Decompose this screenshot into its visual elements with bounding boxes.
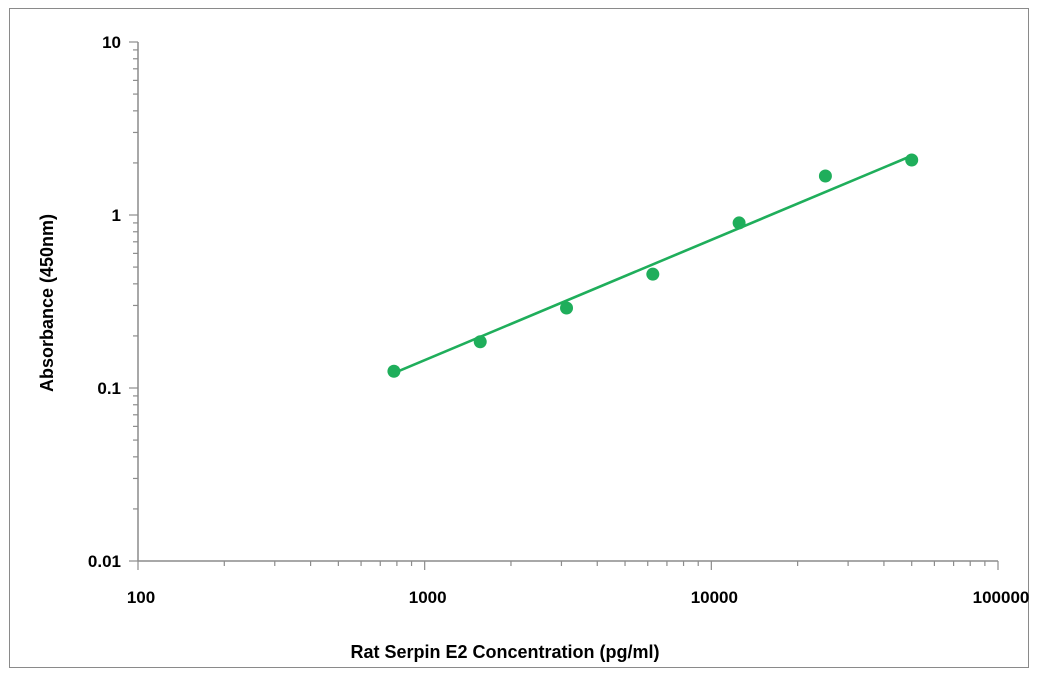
data-point — [646, 267, 660, 281]
trendline — [393, 154, 913, 375]
data-point — [818, 169, 832, 183]
y-tick-label: 0.01 — [88, 552, 121, 571]
axes — [137, 42, 998, 562]
y-tick-label: 1 — [112, 206, 121, 225]
data-point — [905, 153, 919, 167]
chart-svg: 0.01 0.1 1 10 100 1000 10000 100000 Rat Serpin … — [37, 33, 1029, 662]
x-tick-label: 100 — [127, 588, 155, 607]
ticks: 0.01 0.1 1 10 100 1000 10000 100000 — [88, 33, 1029, 607]
x-tick-label: 10000 — [691, 588, 738, 607]
data-point — [560, 301, 574, 315]
data-point — [387, 364, 401, 378]
data-point — [732, 216, 746, 230]
y-axis-title: Absorbance (450nm) — [37, 214, 57, 392]
x-tick-label: 1000 — [409, 588, 447, 607]
trendline-group — [393, 154, 913, 375]
y-tick-label: 0.1 — [97, 379, 121, 398]
x-tick-label: 100000 — [973, 588, 1030, 607]
chart-frame: 0.01 0.1 1 10 100 1000 10000 100000 Rat Serpin … — [9, 8, 1029, 668]
data-points — [387, 153, 919, 378]
data-point — [473, 335, 487, 349]
x-axis-title: Rat Serpin E2 Concentration (pg/ml) — [350, 642, 659, 662]
y-tick-label: 10 — [102, 33, 121, 52]
